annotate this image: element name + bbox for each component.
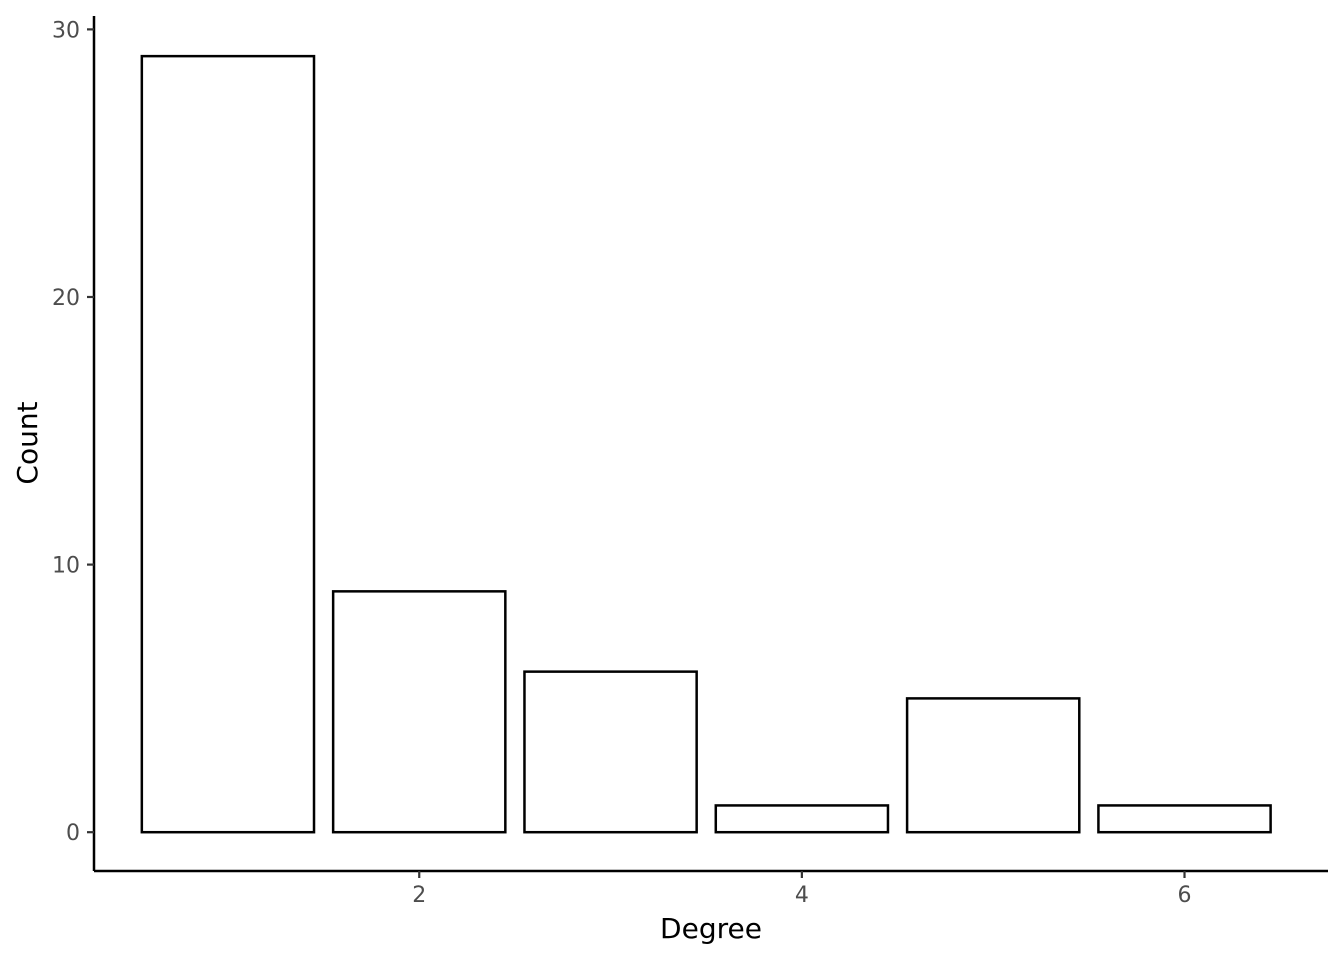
bar-degree-5 — [905, 697, 1081, 834]
y-tick-label: 10 — [52, 554, 80, 579]
x-tick-label: 6 — [1178, 883, 1192, 908]
bar-degree-6 — [1097, 804, 1272, 834]
x-tick-label: 2 — [412, 883, 426, 908]
x-tick-label: 4 — [795, 883, 809, 908]
y-axis-title: Count — [11, 401, 44, 484]
bar-degree-1 — [140, 54, 316, 834]
bar-degree-3 — [523, 670, 698, 834]
y-tick-label: 30 — [52, 18, 80, 43]
y-axis-ticks: 0 10 20 30 — [52, 18, 94, 846]
x-axis-ticks: 2 4 6 — [412, 871, 1192, 908]
bars-layer — [140, 54, 1272, 834]
bar-degree-4 — [714, 804, 890, 834]
x-axis-title: Degree — [660, 912, 762, 945]
bar-degree-2 — [331, 590, 507, 834]
y-tick-label: 0 — [66, 821, 80, 846]
y-tick-label: 20 — [52, 286, 80, 311]
